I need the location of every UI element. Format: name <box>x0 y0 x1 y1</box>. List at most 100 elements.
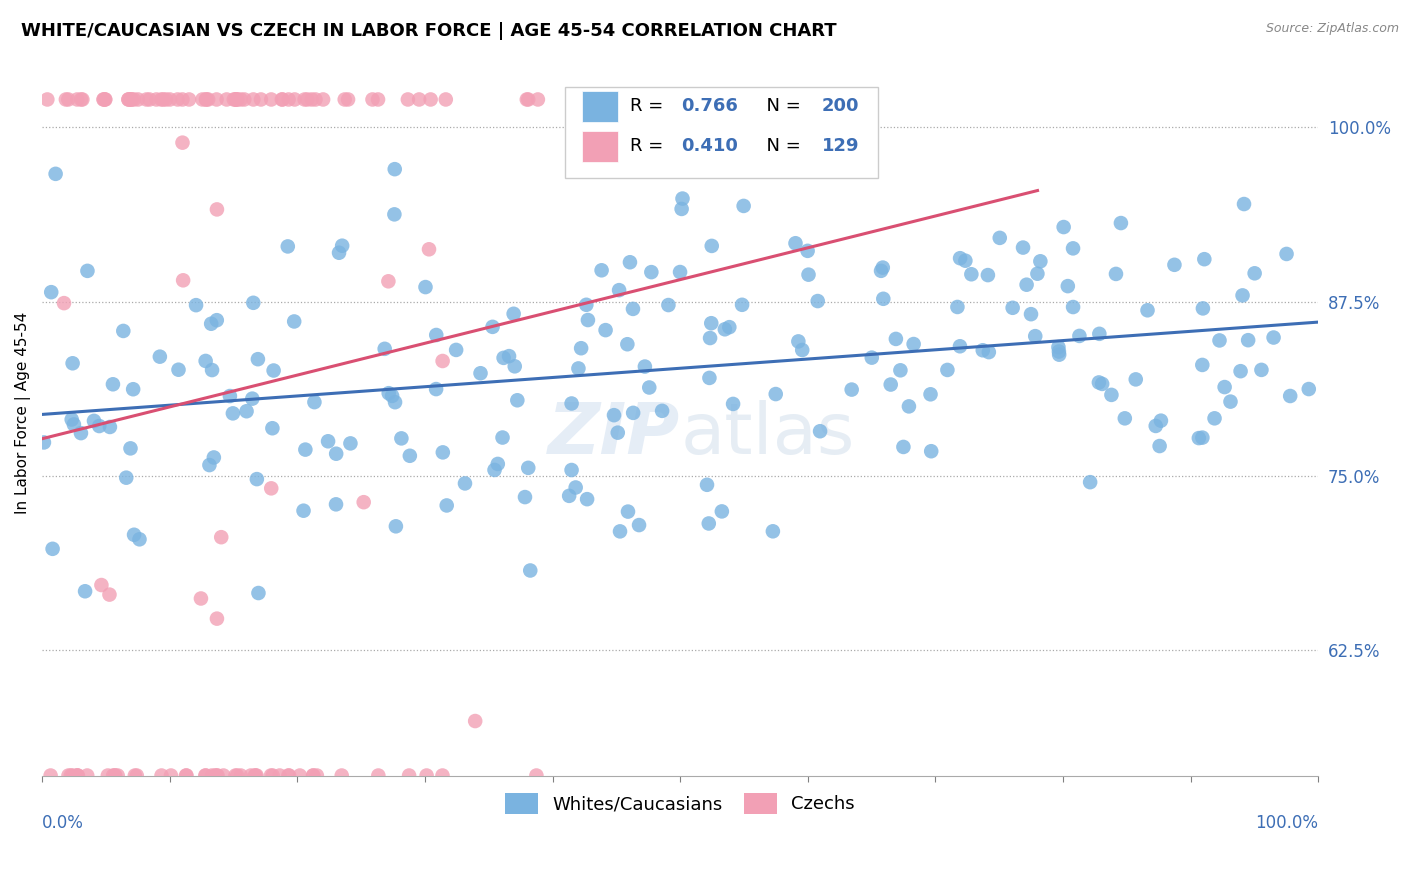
Point <box>122 528 145 542</box>
Point <box>569 93 592 107</box>
Point <box>419 93 441 107</box>
Point <box>93 93 115 107</box>
Point <box>325 447 347 461</box>
Point <box>977 345 1000 359</box>
Point <box>920 387 942 401</box>
Point <box>250 93 273 107</box>
Point <box>936 363 959 377</box>
Point <box>425 382 447 396</box>
FancyBboxPatch shape <box>565 87 877 178</box>
Text: ZIP: ZIP <box>548 401 681 469</box>
Point <box>202 450 225 465</box>
Point <box>270 93 292 107</box>
Point <box>66 768 89 782</box>
Point <box>191 93 214 107</box>
Point <box>841 383 863 397</box>
Point <box>389 431 412 445</box>
Point <box>454 476 477 491</box>
Point <box>305 768 328 782</box>
Point <box>235 404 257 418</box>
Point <box>498 349 520 363</box>
Text: 0.0%: 0.0% <box>42 814 84 832</box>
Point <box>432 354 454 368</box>
Point <box>787 334 810 349</box>
Point <box>1191 358 1213 372</box>
Point <box>616 337 638 351</box>
Point <box>201 768 224 782</box>
Point <box>138 93 160 107</box>
Point <box>72 93 94 107</box>
Point <box>207 768 229 782</box>
Point <box>172 273 194 287</box>
Text: 0.410: 0.410 <box>682 137 738 155</box>
Point <box>205 313 228 327</box>
Point <box>1191 431 1213 445</box>
Legend: Whites/Caucasians, Czechs: Whites/Caucasians, Czechs <box>498 786 862 821</box>
Point <box>606 425 628 440</box>
Point <box>1204 411 1226 425</box>
Point <box>1279 389 1302 403</box>
Point <box>205 93 228 107</box>
Point <box>628 518 651 533</box>
Point <box>872 260 894 275</box>
Point <box>330 238 353 252</box>
Point <box>242 93 264 107</box>
Point <box>60 412 83 426</box>
Point <box>39 768 62 782</box>
Point <box>718 320 741 334</box>
Point <box>262 768 284 782</box>
Point <box>262 421 284 435</box>
Point <box>297 93 319 107</box>
Point <box>415 768 437 782</box>
Point <box>470 366 492 380</box>
Point <box>200 317 222 331</box>
Point <box>621 301 644 316</box>
Point <box>89 419 111 434</box>
Point <box>101 377 124 392</box>
Point <box>502 307 524 321</box>
Point <box>492 351 515 365</box>
Point <box>90 578 112 592</box>
Point <box>669 265 692 279</box>
Point <box>367 93 389 107</box>
Point <box>312 93 335 107</box>
Point <box>1078 475 1101 490</box>
Point <box>284 93 307 107</box>
Point <box>194 354 217 368</box>
Point <box>330 768 353 782</box>
Point <box>617 505 640 519</box>
Point <box>1232 288 1254 302</box>
Point <box>245 768 267 782</box>
Point <box>762 524 785 539</box>
Point <box>872 292 894 306</box>
Point <box>160 768 183 782</box>
Point <box>1149 439 1171 453</box>
Point <box>880 377 903 392</box>
Point <box>671 192 693 206</box>
Point <box>807 294 830 309</box>
Point <box>621 406 644 420</box>
Point <box>377 274 399 288</box>
Point <box>172 93 194 107</box>
Point <box>135 93 157 107</box>
Point <box>75 584 97 599</box>
Point <box>58 768 80 782</box>
Text: 129: 129 <box>823 137 859 155</box>
Point <box>576 313 599 327</box>
Point <box>260 768 283 782</box>
Point <box>567 361 589 376</box>
Point <box>710 504 733 518</box>
Point <box>1213 380 1236 394</box>
Point <box>278 768 301 782</box>
Text: Source: ZipAtlas.com: Source: ZipAtlas.com <box>1265 22 1399 36</box>
Point <box>561 463 583 477</box>
Point <box>190 591 212 606</box>
Point <box>70 93 93 107</box>
Point <box>1088 326 1111 341</box>
FancyBboxPatch shape <box>582 91 617 121</box>
Point <box>977 268 1000 282</box>
Point <box>569 341 592 355</box>
Point <box>619 255 641 269</box>
Point <box>97 768 120 782</box>
Point <box>1053 220 1076 235</box>
